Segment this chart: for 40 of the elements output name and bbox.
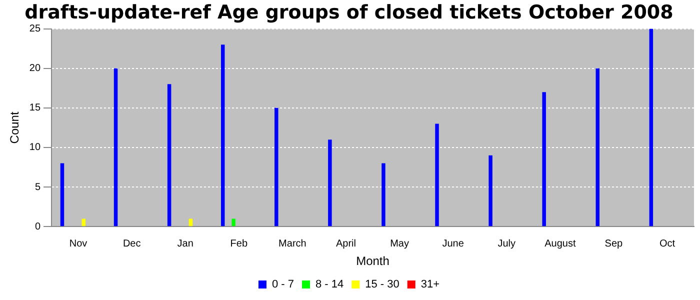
bar xyxy=(82,218,86,226)
bar xyxy=(435,124,439,226)
y-tick-label: 0 xyxy=(34,221,41,232)
y-tick-label: 20 xyxy=(29,63,41,74)
x-tick-label: April xyxy=(336,238,356,250)
bar xyxy=(382,163,386,226)
x-tick-label: August xyxy=(544,238,576,250)
x-tick-label: July xyxy=(498,238,516,250)
bar xyxy=(167,84,172,226)
bar xyxy=(60,163,64,226)
legend-label: 0 - 7 xyxy=(272,278,294,291)
bar xyxy=(220,44,225,226)
x-tick-label: Nov xyxy=(69,238,88,250)
bar xyxy=(649,28,654,226)
x-tick-label: Oct xyxy=(659,238,676,250)
x-tick-label: Feb xyxy=(230,238,248,250)
y-tick-label: 5 xyxy=(34,182,41,193)
x-tick-label: May xyxy=(390,238,409,250)
x-tick-label: Dec xyxy=(122,238,141,250)
x-tick-label: Sep xyxy=(604,238,624,250)
bar xyxy=(114,68,118,226)
x-tick-label: June xyxy=(442,238,464,250)
x-tick-label: March xyxy=(278,238,306,250)
legend-label: 15 - 30 xyxy=(365,278,400,291)
y-tick-label: 10 xyxy=(29,142,41,154)
y-tick-label: 15 xyxy=(29,102,41,114)
bar xyxy=(596,68,600,226)
y-tick-label: 25 xyxy=(29,24,41,35)
chart-title: drafts-update-ref Age groups of closed tickets October 2008 xyxy=(24,1,674,24)
bar xyxy=(488,155,492,226)
bar xyxy=(188,218,193,226)
bar xyxy=(232,218,236,226)
bar xyxy=(274,108,278,226)
x-tick-label: Jan xyxy=(177,238,194,250)
legend-label: 31+ xyxy=(420,278,440,291)
y-axis-title: Count xyxy=(8,111,22,144)
x-axis-title: Month xyxy=(356,254,390,268)
legend-label: 8 - 14 xyxy=(315,278,344,291)
bar xyxy=(542,92,546,226)
bar xyxy=(328,140,332,226)
